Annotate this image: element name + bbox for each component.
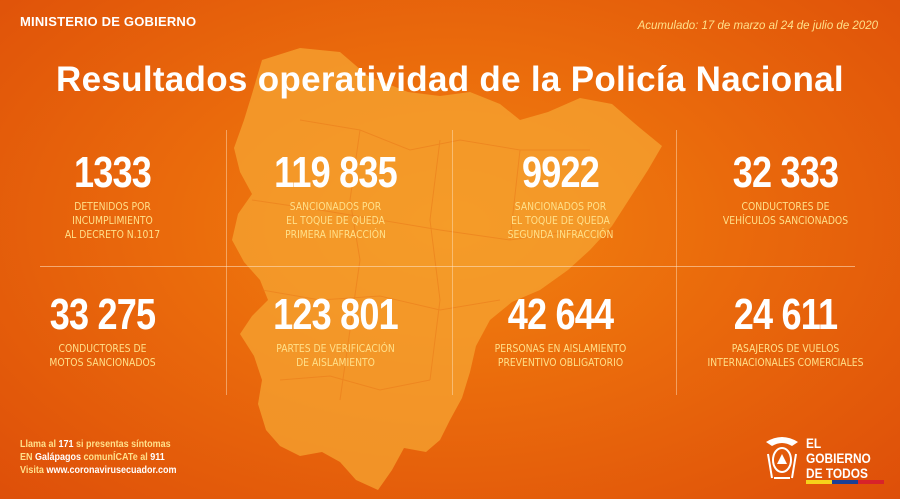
- logo-line: EL: [806, 435, 822, 451]
- footer-text: Visita: [20, 465, 47, 476]
- stat-value: 119 835: [274, 148, 398, 197]
- footer-website-link[interactable]: www.coronavirusecuador.com: [46, 465, 177, 476]
- stat-label: PARTES DE VERIFICACIÓN DE AISLAMIENTO: [276, 343, 395, 369]
- footer-line-website: Visita www.coronavirusecuador.com: [20, 464, 177, 477]
- stat-detenidos: 1333 DETENIDOS POR INCUMPLIMIENTO AL DEC…: [10, 150, 215, 242]
- stat-label: PERSONAS EN AISLAMIENTO PREVENTIVO OBLIG…: [494, 343, 627, 369]
- footer-line-galapagos: EN Galápagos comunÍCATe al 911: [20, 451, 177, 464]
- stat-label: SANCIONADOS POR EL TOQUE DE QUEDA PRIMER…: [285, 201, 386, 241]
- logo-line: DE TODOS: [806, 465, 868, 481]
- flag-stripe: [806, 480, 884, 484]
- stat-value: 123 801: [273, 290, 399, 339]
- flag-red: [858, 480, 884, 484]
- footer-place: Galápagos: [35, 452, 82, 463]
- ministry-name: MINISTERIO DE GOBIERNO: [20, 14, 197, 29]
- flag-yellow: [806, 480, 832, 484]
- stat-sancionados-segunda: 9922 SANCIONADOS POR EL TOQUE DE QUEDA S…: [458, 150, 663, 242]
- footer-text: comunÍCATe al: [81, 452, 151, 463]
- footer-phone: 911: [150, 452, 165, 463]
- footer-text: EN: [20, 452, 36, 463]
- gobierno-de-todos-logo: EL GOBIERNO DE TODOS: [762, 432, 887, 487]
- stat-personas-aislamiento: 42 644 PERSONAS EN AISLAMIENTO PREVENTIV…: [458, 292, 663, 370]
- page-title: Resultados operatividad de la Policía Na…: [56, 60, 844, 99]
- stat-value: 1333: [73, 148, 152, 197]
- stat-value: 9922: [521, 148, 600, 197]
- footer-text: Llama al: [20, 439, 59, 450]
- column-divider: [226, 130, 227, 395]
- stat-conductores-motos: 33 275 CONDUCTORES DE MOTOS SANCIONADOS: [0, 292, 205, 370]
- column-divider: [676, 130, 677, 395]
- stat-pasajeros-vuelos: 24 611 PASAJEROS DE VUELOS INTERNACIONAL…: [683, 292, 888, 370]
- stat-label: DETENIDOS POR INCUMPLIMIENTO AL DECRETO …: [64, 201, 161, 241]
- stat-value: 24 611: [733, 290, 838, 339]
- stat-label: CONDUCTORES DE VEHÍCULOS SANCIONADOS: [722, 201, 849, 227]
- logo-line: GOBIERNO: [806, 450, 871, 466]
- logo-text: EL GOBIERNO DE TODOS: [806, 436, 871, 481]
- flag-blue: [832, 480, 858, 484]
- stat-value: 32 333: [732, 148, 839, 197]
- stat-value: 33 275: [49, 290, 156, 339]
- stat-sancionados-primera: 119 835 SANCIONADOS POR EL TOQUE DE QUED…: [233, 150, 438, 242]
- stat-value: 42 644: [507, 290, 614, 339]
- accumulated-period: Acumulado: 17 de marzo al 24 de julio de…: [637, 20, 878, 32]
- footer-text: si presentas síntomas: [73, 439, 171, 450]
- row-divider: [40, 266, 855, 267]
- stat-label: SANCIONADOS POR EL TOQUE DE QUEDA SEGUND…: [507, 201, 614, 241]
- column-divider: [452, 130, 453, 395]
- stat-partes-verificacion: 123 801 PARTES DE VERIFICACIÓN DE AISLAM…: [233, 292, 438, 370]
- stat-label: CONDUCTORES DE MOTOS SANCIONADOS: [49, 343, 156, 369]
- footer-info: Llama al 171 si presentas síntomas EN Ga…: [20, 438, 177, 477]
- footer-line-symptoms: Llama al 171 si presentas síntomas: [20, 438, 177, 451]
- coat-of-arms-icon: [766, 437, 798, 479]
- stat-label: PASAJEROS DE VUELOS INTERNACIONALES COME…: [707, 343, 864, 369]
- footer-phone: 171: [58, 439, 74, 450]
- stat-conductores-vehiculos: 32 333 CONDUCTORES DE VEHÍCULOS SANCIONA…: [683, 150, 888, 228]
